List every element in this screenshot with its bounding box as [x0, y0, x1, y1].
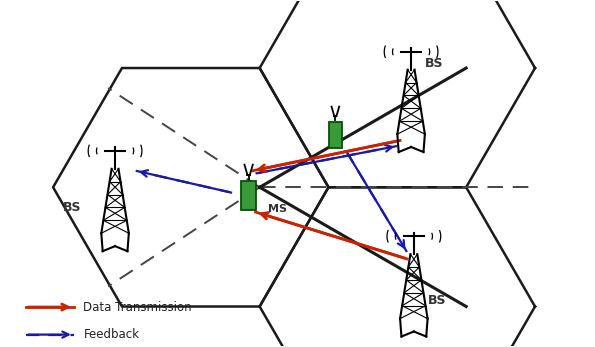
Bar [241, 181, 256, 210]
Polygon shape [259, 187, 535, 347]
Text: BS: BS [62, 201, 82, 214]
Text: Feedback: Feedback [83, 328, 139, 341]
Text: Data Transmission: Data Transmission [83, 301, 192, 314]
Text: MS: MS [268, 204, 287, 214]
Text: BS: BS [425, 57, 443, 70]
Polygon shape [53, 68, 328, 306]
Polygon shape [259, 0, 535, 187]
Text: BS: BS [428, 294, 446, 307]
Bar [328, 122, 342, 148]
